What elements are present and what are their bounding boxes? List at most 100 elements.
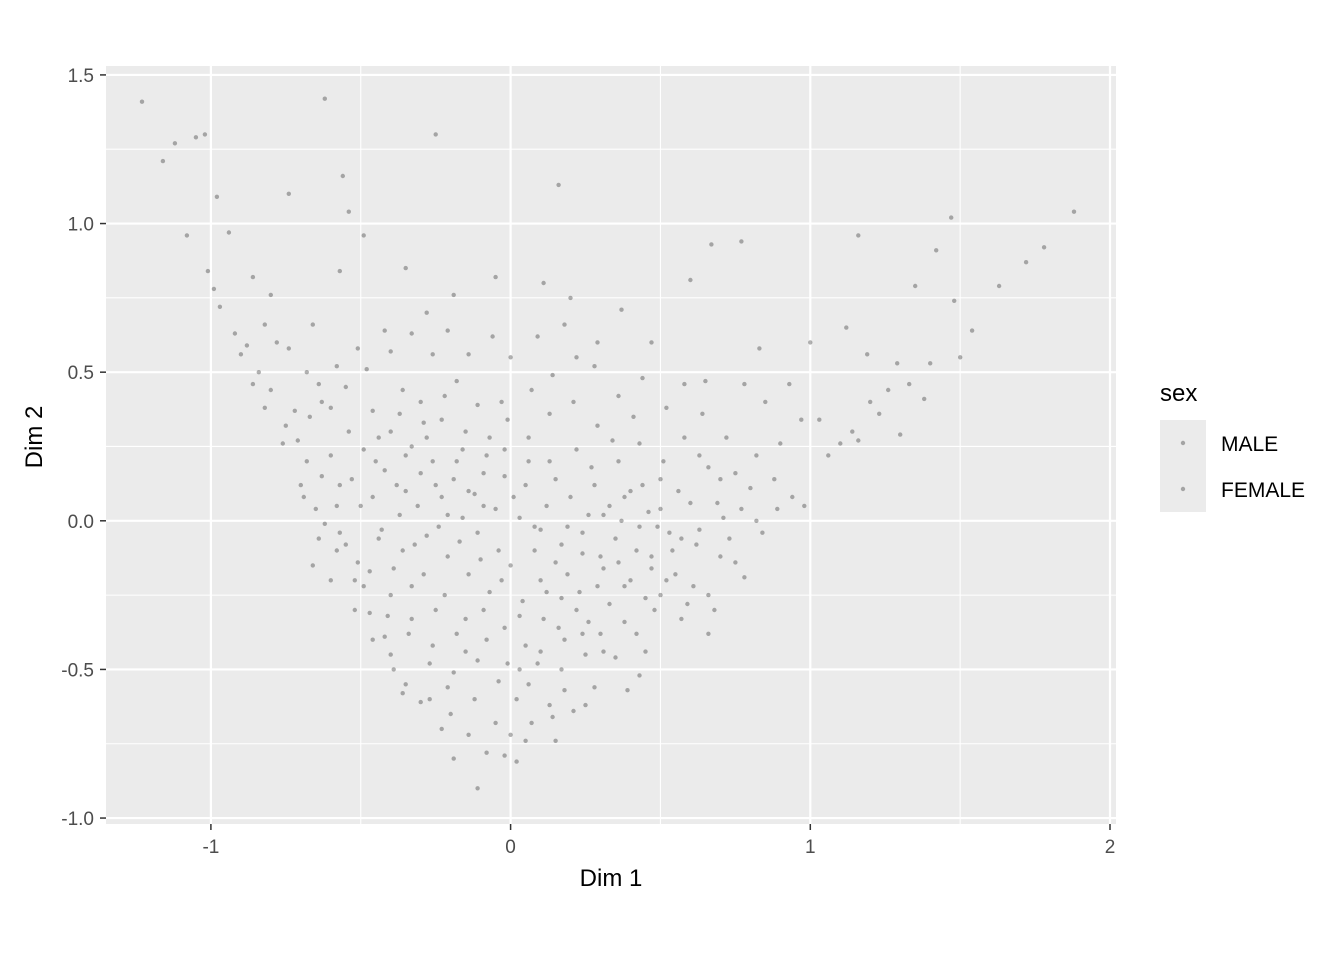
data-point: [559, 542, 564, 547]
data-point: [421, 572, 426, 577]
data-point: [532, 524, 537, 529]
data-point: [601, 512, 606, 518]
data-point: [367, 569, 372, 574]
data-point: [505, 661, 510, 666]
data-point: [877, 411, 882, 416]
data-point: [424, 435, 429, 440]
legend: sex MALE FEMALE: [1160, 380, 1305, 512]
data-point: [1041, 245, 1047, 250]
data-point: [580, 631, 585, 636]
data-point: [478, 557, 483, 562]
data-point: [667, 530, 672, 535]
data-point: [637, 524, 642, 529]
data-point: [427, 697, 432, 702]
data-point: [616, 393, 621, 399]
data-point: [211, 286, 217, 292]
data-point: [445, 328, 450, 333]
data-point: [739, 239, 744, 244]
data-point: [205, 268, 211, 274]
data-point: [583, 652, 588, 657]
legend-key-male: [1180, 440, 1186, 446]
data-point: [589, 465, 594, 470]
data-point: [295, 438, 300, 443]
data-point: [250, 274, 256, 280]
data-point: [424, 310, 429, 315]
data-point: [322, 96, 327, 101]
data-point: [739, 506, 744, 512]
data-point: [544, 503, 549, 509]
legend-label-female: FEMALE: [1221, 479, 1305, 502]
data-point: [400, 387, 405, 393]
data-point: [694, 542, 699, 547]
data-point: [268, 292, 273, 298]
data-point: [595, 423, 600, 428]
data-point: [409, 444, 414, 449]
data-point: [598, 554, 603, 559]
legend-title: sex: [1160, 380, 1197, 407]
data-point: [373, 459, 378, 464]
data-point: [565, 572, 570, 577]
data-point: [607, 503, 612, 509]
data-point: [625, 688, 630, 693]
data-point: [595, 584, 600, 589]
data-point: [418, 471, 423, 476]
data-point: [616, 560, 621, 565]
data-point: [160, 158, 166, 164]
data-point: [502, 753, 507, 758]
data-point: [637, 441, 642, 446]
data-point: [382, 468, 387, 473]
data-point: [592, 482, 597, 488]
data-point: [445, 554, 450, 559]
data-point: [586, 512, 591, 518]
data-point: [403, 453, 408, 458]
data-point: [460, 447, 465, 452]
data-point: [601, 566, 606, 571]
data-point: [514, 697, 519, 702]
data-point: [724, 435, 729, 440]
data-point: [139, 99, 145, 104]
data-point: [361, 447, 366, 452]
data-point: [850, 429, 855, 434]
data-point: [817, 417, 822, 422]
data-point: [463, 649, 468, 654]
data-point: [670, 548, 675, 553]
data-point: [421, 420, 426, 425]
data-point: [388, 652, 393, 657]
data-point: [742, 381, 747, 387]
data-point: [376, 435, 381, 440]
data-point: [214, 194, 220, 199]
y-tick-label: 1.5: [68, 66, 94, 87]
data-point: [409, 331, 414, 336]
data-point: [493, 274, 498, 280]
data-point: [742, 575, 747, 580]
data-point: [346, 209, 351, 214]
data-point: [622, 619, 627, 625]
data-point: [616, 459, 621, 464]
data-point: [184, 233, 190, 238]
data-point: [838, 441, 843, 446]
data-point: [634, 631, 639, 636]
data-point: [562, 322, 567, 327]
data-point: [400, 691, 405, 696]
data-point: [202, 132, 208, 137]
data-point: [388, 592, 393, 598]
data-point: [346, 429, 351, 434]
data-point: [598, 631, 603, 636]
data-point: [454, 378, 459, 384]
data-point: [658, 477, 663, 482]
data-point: [496, 548, 501, 553]
y-tick-label: -1.0: [61, 809, 94, 830]
data-point: [907, 381, 912, 387]
data-point: [520, 598, 525, 604]
data-point: [952, 298, 957, 303]
data-point: [646, 509, 651, 515]
data-point: [778, 441, 783, 446]
data-point: [550, 714, 555, 720]
data-point: [727, 536, 732, 541]
data-point: [1023, 260, 1029, 265]
data-point: [397, 411, 402, 416]
data-point: [592, 364, 597, 369]
data-point: [385, 613, 390, 619]
y-axis: -1.0 -0.5 0.0 0.5 1.0 1.5: [61, 66, 106, 830]
data-point: [733, 471, 738, 476]
